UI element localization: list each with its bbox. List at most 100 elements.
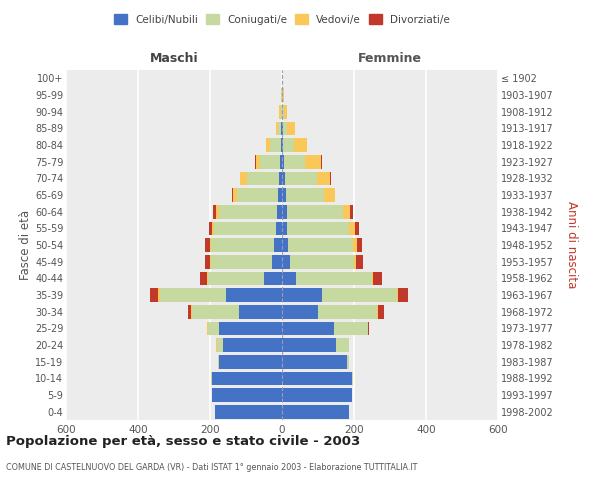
Bar <box>357 238 362 252</box>
Bar <box>283 88 284 102</box>
Bar <box>325 188 335 202</box>
Bar <box>213 205 216 218</box>
Bar <box>212 222 214 235</box>
Bar <box>397 288 398 302</box>
Bar <box>191 305 192 318</box>
Bar <box>282 372 352 385</box>
Bar <box>282 238 289 252</box>
Bar <box>352 372 353 385</box>
Bar <box>270 138 281 152</box>
Bar <box>286 188 325 202</box>
Bar <box>160 288 226 302</box>
Bar <box>282 355 347 368</box>
Bar <box>279 172 282 185</box>
Bar <box>330 172 331 185</box>
Bar <box>372 272 373 285</box>
Text: Popolazione per età, sesso e stato civile - 2003: Popolazione per età, sesso e stato civil… <box>6 435 360 448</box>
Bar <box>233 188 237 202</box>
Bar <box>260 155 280 168</box>
Bar <box>256 155 260 168</box>
Bar <box>373 272 382 285</box>
Bar <box>282 188 286 202</box>
Text: Femmine: Femmine <box>358 52 422 65</box>
Bar <box>212 372 282 385</box>
Bar <box>296 272 372 285</box>
Bar <box>289 238 353 252</box>
Bar <box>219 355 282 368</box>
Bar <box>275 122 278 135</box>
Bar <box>217 338 223 352</box>
Bar <box>272 255 282 268</box>
Bar <box>283 122 287 135</box>
Bar <box>282 305 318 318</box>
Bar <box>336 338 349 352</box>
Bar <box>290 255 354 268</box>
Bar <box>266 138 270 152</box>
Bar <box>334 322 368 335</box>
Bar <box>215 405 282 418</box>
Bar <box>282 322 334 335</box>
Bar <box>207 272 208 285</box>
Bar <box>282 138 283 152</box>
Bar <box>282 88 283 102</box>
Bar <box>211 372 212 385</box>
Bar <box>277 205 282 218</box>
Bar <box>318 305 377 318</box>
Bar <box>282 122 283 135</box>
Bar <box>239 305 282 318</box>
Bar <box>343 205 350 218</box>
Bar <box>356 255 362 268</box>
Bar <box>281 138 282 152</box>
Bar <box>353 238 357 252</box>
Bar <box>398 288 408 302</box>
Bar <box>223 338 282 352</box>
Bar <box>208 322 219 335</box>
Bar <box>377 305 378 318</box>
Bar <box>264 272 282 285</box>
Bar <box>284 105 287 118</box>
Bar <box>192 305 239 318</box>
Bar <box>188 305 191 318</box>
Bar <box>317 172 330 185</box>
Bar <box>226 288 282 302</box>
Bar <box>322 288 397 302</box>
Text: Maschi: Maschi <box>149 52 199 65</box>
Bar <box>282 288 322 302</box>
Bar <box>219 205 277 218</box>
Bar <box>282 405 349 418</box>
Y-axis label: Anni di nascita: Anni di nascita <box>565 202 578 288</box>
Text: COMUNE DI CASTELNUOVO DEL GARDA (VR) - Dati ISTAT 1° gennaio 2003 - Elaborazione: COMUNE DI CASTELNUOVO DEL GARDA (VR) - D… <box>6 462 418 471</box>
Bar <box>287 205 343 218</box>
Bar <box>232 188 233 202</box>
Bar <box>278 188 282 202</box>
Bar <box>282 255 290 268</box>
Bar <box>283 138 293 152</box>
Bar <box>283 105 284 118</box>
Bar <box>280 105 281 118</box>
Legend: Celibi/Nubili, Coniugati/e, Vedovi/e, Divorziati/e: Celibi/Nubili, Coniugati/e, Vedovi/e, Di… <box>110 10 454 29</box>
Bar <box>237 188 278 202</box>
Bar <box>305 155 321 168</box>
Bar <box>368 322 369 335</box>
Bar <box>274 238 282 252</box>
Bar <box>285 172 317 185</box>
Bar <box>208 272 264 285</box>
Bar <box>211 255 272 268</box>
Bar <box>150 288 158 302</box>
Bar <box>239 172 240 185</box>
Bar <box>287 122 295 135</box>
Bar <box>354 255 356 268</box>
Bar <box>278 122 281 135</box>
Bar <box>287 222 349 235</box>
Bar <box>281 122 282 135</box>
Bar <box>349 222 355 235</box>
Bar <box>282 272 296 285</box>
Bar <box>282 172 285 185</box>
Bar <box>209 238 211 252</box>
Bar <box>293 138 307 152</box>
Bar <box>247 172 279 185</box>
Bar <box>219 322 282 335</box>
Bar <box>210 255 211 268</box>
Bar <box>209 222 212 235</box>
Bar <box>321 155 322 168</box>
